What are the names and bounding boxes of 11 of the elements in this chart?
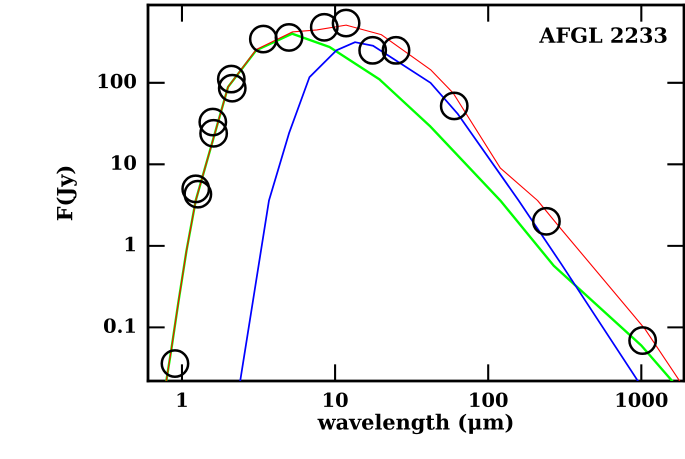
y-tick-label: 10 xyxy=(112,155,136,170)
annotation: AFGL 2233 xyxy=(539,27,667,44)
x-tick-label: 1 xyxy=(178,392,187,407)
x-tick-label: 10 xyxy=(324,392,348,408)
x-tick-label: 100 xyxy=(470,392,508,408)
y-tick-label: 100 xyxy=(98,74,136,88)
y-tick-label: 0.1 xyxy=(104,318,135,334)
y-tick-label: 1 xyxy=(126,236,135,252)
y-axis-title: F(Jy) xyxy=(56,166,77,220)
x-tick-label: 1000 xyxy=(616,392,668,408)
x-axis-title: wavelength (μm) xyxy=(317,414,512,434)
